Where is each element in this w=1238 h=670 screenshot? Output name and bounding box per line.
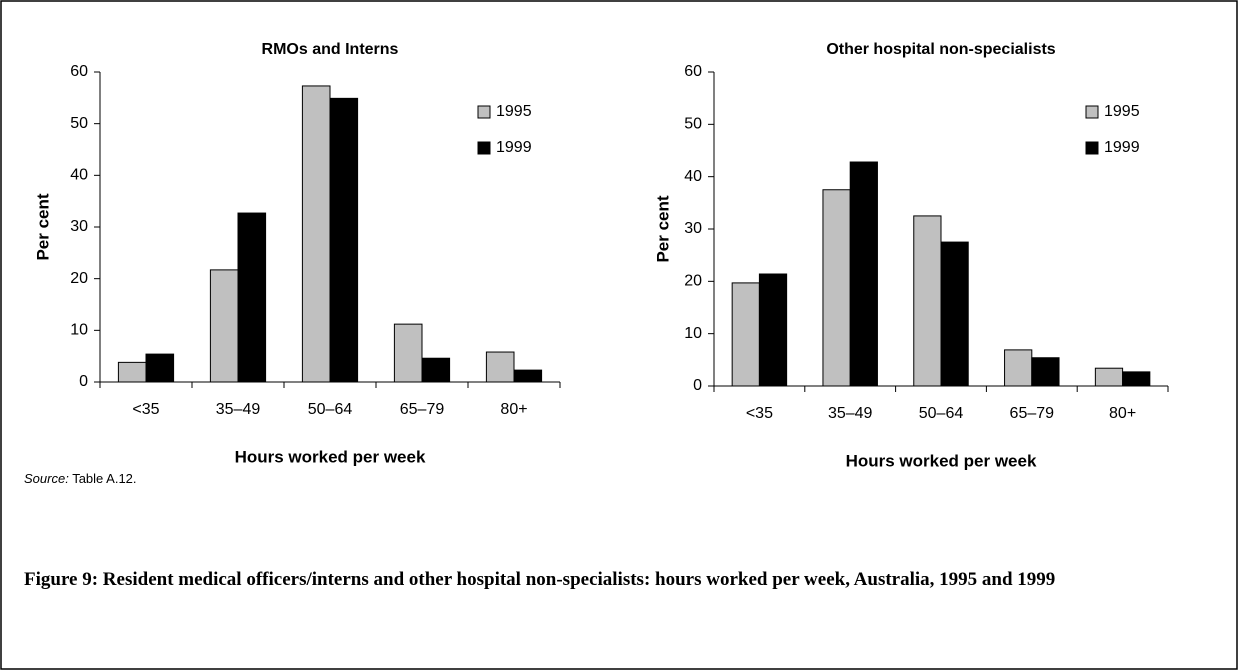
bar	[329, 97, 359, 383]
y-axis-title: Per cent	[653, 195, 672, 262]
source-text: Table A.12.	[69, 471, 137, 486]
bar	[758, 273, 788, 387]
bar	[913, 215, 942, 387]
y-tick-label: 30	[684, 220, 702, 237]
chart-title: RMOs and Interns	[262, 41, 399, 58]
legend-label: 1995	[496, 103, 532, 120]
legend-label: 1995	[1104, 103, 1140, 120]
x-tick-label: <35	[746, 405, 773, 422]
y-tick-label: 40	[70, 167, 88, 184]
x-tick-label: 50–64	[308, 401, 353, 418]
legend-label: 1999	[1104, 139, 1140, 156]
bar	[731, 282, 760, 387]
bar	[1031, 357, 1060, 387]
x-tick-label: 80+	[1109, 405, 1136, 422]
x-tick-label: 35–49	[216, 401, 261, 418]
y-tick-label: 60	[684, 63, 702, 80]
bar	[513, 369, 543, 383]
bar	[209, 269, 239, 383]
bar	[145, 353, 175, 383]
y-tick-label: 10	[70, 322, 88, 339]
y-tick-label: 30	[70, 218, 88, 235]
legend-swatch	[1085, 141, 1099, 155]
x-tick-label: 80+	[500, 401, 527, 418]
y-tick-label: 20	[70, 270, 88, 287]
bar	[822, 189, 851, 387]
x-axis-title: Hours worked per week	[846, 451, 1037, 470]
bar	[1094, 367, 1124, 387]
bar	[421, 357, 451, 383]
bar	[1004, 349, 1033, 387]
source-note: Source: Table A.12.	[24, 471, 137, 486]
bar	[940, 241, 969, 387]
legend-swatch	[477, 141, 491, 155]
y-tick-label: 10	[684, 325, 702, 342]
y-tick-label: 50	[70, 115, 88, 132]
y-tick-label: 0	[79, 373, 88, 390]
y-tick-label: 20	[684, 273, 702, 290]
x-tick-label: 65–79	[400, 401, 445, 418]
y-tick-label: 50	[684, 116, 702, 133]
source-label: Source:	[24, 471, 69, 486]
bar	[117, 361, 147, 383]
bar	[849, 161, 878, 387]
bar	[393, 323, 423, 383]
x-tick-label: <35	[132, 401, 159, 418]
chart-title: Other hospital non-specialists	[826, 41, 1055, 58]
bar	[485, 351, 515, 383]
bar	[301, 85, 331, 383]
bar	[237, 212, 267, 383]
y-tick-label: 0	[693, 377, 702, 394]
caption: Figure 9: Resident medical officers/inte…	[24, 569, 1056, 590]
legend-swatch	[1085, 105, 1099, 119]
legend-swatch	[477, 105, 491, 119]
bar	[1122, 371, 1151, 387]
x-tick-label: 50–64	[919, 405, 964, 422]
x-tick-label: 65–79	[1010, 405, 1055, 422]
legend-label: 1999	[496, 139, 532, 156]
y-tick-label: 40	[684, 168, 702, 185]
y-tick-label: 60	[70, 63, 88, 80]
y-axis-title: Per cent	[33, 193, 52, 260]
x-tick-label: 35–49	[828, 405, 873, 422]
x-axis-title: Hours worked per week	[235, 447, 426, 466]
